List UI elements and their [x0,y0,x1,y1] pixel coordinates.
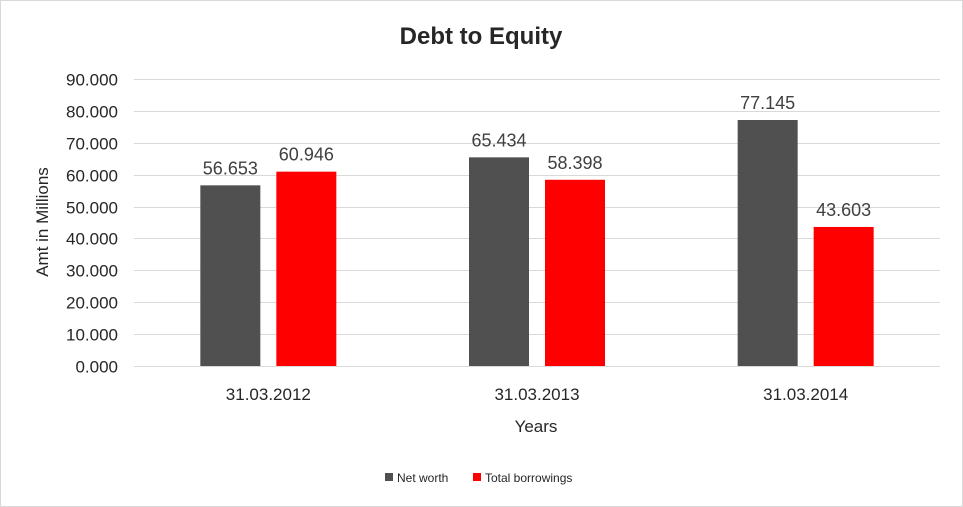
legend-swatch [385,473,393,481]
legend-entry: Total borrowings [485,471,572,485]
y-tick-label: 10.000 [66,326,118,345]
gridlines [134,79,940,367]
legend: Net worth Total borrowings [385,471,572,485]
y-tick-label: 70.000 [66,135,118,154]
y-tick-label: 90.000 [66,71,118,90]
y-axis-label: Amt in Millions [33,167,52,277]
data-label: 56.653 [203,158,258,178]
legend-swatch [473,473,481,481]
bar-total-borrowings [813,226,874,366]
y-tick-label: 80.000 [66,103,118,122]
bar-total-borrowings [545,179,605,366]
x-axis-label: Years [515,417,558,436]
y-tick-label: 30.000 [66,262,118,281]
x-tick-label: 31.03.2013 [494,385,579,404]
data-label: 60.946 [279,145,334,165]
data-label: 65.434 [471,130,526,150]
legend-entry: Net worth [397,471,448,485]
x-axis-ticks: 31.03.2012 31.03.2013 31.03.2014 [226,385,848,404]
y-tick-label: 40.000 [66,230,118,249]
x-tick-label: 31.03.2012 [226,385,311,404]
y-tick-label: 50.000 [66,199,118,218]
data-label: 58.398 [547,153,602,173]
y-tick-label: 0.000 [75,358,118,377]
y-axis-ticks: 0.000 10.000 20.000 30.000 40.000 50.000 60.00… [66,71,118,377]
bars [200,119,874,366]
data-label: 43.603 [816,200,871,220]
data-labels: 56.653 60.946 65.434 58.398 77.145 43.603 [203,93,871,220]
data-label: 77.145 [740,93,795,113]
x-tick-label: 31.03.2014 [763,385,848,404]
y-tick-label: 20.000 [66,294,118,313]
bar-total-borrowings [276,171,337,366]
bar-net-worth [200,185,261,366]
chart-title: Debt to Equity [400,23,563,50]
bar-net-worth [737,119,798,366]
y-tick-label: 60.000 [66,167,118,186]
bar-net-worth [469,157,529,366]
